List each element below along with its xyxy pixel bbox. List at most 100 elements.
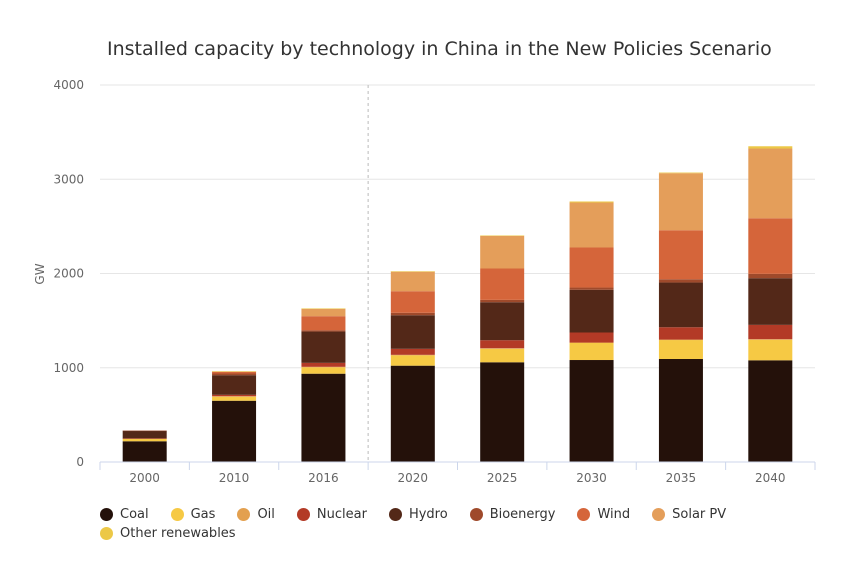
bar-segment-coal: [569, 360, 614, 462]
legend-item[interactable]: Bioenergy: [469, 505, 556, 524]
bar-segment-hydro: [212, 375, 257, 395]
legend-label: Hydro: [408, 507, 448, 522]
bar-segment-wind: [748, 218, 793, 274]
bar-segment-bioenergy: [122, 430, 167, 432]
bar-segment-oil: [301, 366, 346, 368]
bar-segment-hydro: [748, 278, 793, 325]
bar-segment-coal: [301, 373, 346, 462]
bar-segment-hydro: [569, 289, 614, 333]
bar-segment-wind: [212, 371, 257, 374]
bar-segment-bioenergy: [212, 373, 257, 376]
bar-segment-wind: [569, 247, 614, 288]
bar-segment-gas: [658, 340, 703, 359]
legend-label: Bioenergy: [489, 507, 556, 522]
legend-label: Wind: [597, 507, 631, 522]
x-tick-label: 2040: [755, 471, 786, 485]
bar-segment-other-renewables: [569, 201, 614, 203]
bar-segment-nuclear: [122, 438, 167, 439]
bar-segment-solar-pv: [748, 148, 793, 219]
bar-segment-bioenergy: [480, 299, 525, 303]
x-tick-label: 2016: [308, 471, 339, 485]
legend-marker-icon: [100, 508, 113, 521]
bar-segment-nuclear: [301, 362, 346, 367]
bar-segment-hydro: [480, 302, 525, 341]
x-tick-label: 2000: [129, 471, 160, 485]
bar-segment-coal: [122, 441, 167, 462]
legend-label: Nuclear: [316, 507, 367, 522]
legend-marker-icon: [652, 508, 666, 521]
legend-marker-icon: [170, 508, 184, 521]
x-tick-label: 2020: [398, 471, 429, 485]
bar-segment-solar-pv: [390, 271, 435, 292]
y-tick-label: 4000: [53, 78, 84, 92]
bar-segment-solar-pv: [480, 235, 525, 269]
bar-segment-coal: [480, 362, 525, 462]
bar-segment-hydro: [390, 315, 435, 349]
bar-segment-gas: [748, 339, 793, 361]
chart-title: Installed capacity by technology in Chin…: [107, 38, 772, 60]
y-tick-label: 2000: [53, 267, 84, 281]
bar-segment-coal: [390, 365, 435, 462]
legend-item[interactable]: Gas: [170, 505, 215, 524]
legend-label: Other renewables: [120, 526, 236, 541]
bar-segment-nuclear: [748, 324, 793, 340]
bar-segment-hydro: [658, 282, 703, 328]
bar-segment-gas: [301, 367, 346, 374]
bar-segment-oil: [480, 348, 525, 349]
bar-segment-oil: [569, 342, 614, 343]
legend-item[interactable]: Oil: [237, 505, 275, 524]
legend-item[interactable]: Wind: [577, 505, 630, 524]
bar-segment-other-renewables: [212, 371, 257, 372]
bar-segment-solar-pv: [569, 202, 614, 248]
bar-segment-gas: [390, 355, 435, 366]
legend-label: Oil: [257, 507, 275, 522]
bar-segment-gas: [569, 342, 614, 361]
x-tick-label: 2025: [487, 471, 518, 485]
bar-segment-wind: [658, 230, 703, 280]
legend-marker-icon: [577, 508, 591, 521]
bar-segment-nuclear: [658, 327, 703, 340]
bar-segment-nuclear: [480, 340, 525, 349]
bar-segment-hydro: [301, 331, 346, 363]
bar-segment-gas: [480, 348, 525, 363]
y-axis-label: GW: [33, 263, 47, 284]
bar-segment-nuclear: [390, 348, 435, 355]
bar-segment-bioenergy: [748, 273, 793, 279]
legend-label: Solar PV: [672, 507, 727, 522]
legend-item[interactable]: Hydro: [388, 505, 448, 524]
legend-marker-icon: [296, 508, 310, 521]
bar-segment-solar-pv: [658, 173, 703, 231]
y-tick-label: 3000: [53, 172, 84, 186]
bar-segment-bioenergy: [301, 330, 346, 332]
legend-item[interactable]: Coal: [100, 505, 149, 524]
bar-segment-hydro: [122, 430, 167, 439]
bar-segment-gas: [122, 439, 167, 442]
bar-segment-other-renewables: [301, 308, 346, 309]
legend-marker-icon: [237, 508, 251, 521]
x-tick-label: 2035: [666, 471, 697, 485]
bar-segment-wind: [301, 316, 346, 331]
bar-segment-coal: [658, 358, 703, 462]
bar-segment-bioenergy: [569, 287, 614, 290]
bar-segment-wind: [480, 268, 525, 300]
bar-segment-coal: [212, 400, 257, 462]
bar-segment-nuclear: [212, 394, 257, 397]
legend-item[interactable]: Nuclear: [296, 505, 367, 524]
bar-segment-gas: [212, 396, 257, 401]
bar-segment-other-renewables: [748, 146, 793, 149]
legend-item[interactable]: Other renewables: [100, 524, 236, 543]
bar-segment-other-renewables: [480, 235, 525, 237]
legend-marker-icon: [388, 508, 402, 521]
bar-segment-oil: [748, 339, 793, 340]
legend-label: Coal: [120, 507, 149, 522]
legend-item[interactable]: Solar PV: [652, 505, 726, 524]
bar-segment-nuclear: [569, 332, 614, 343]
legend-marker-icon: [100, 527, 113, 540]
bar-segment-oil: [658, 339, 703, 341]
bar-segment-solar-pv: [301, 308, 346, 317]
bar-segment-oil: [212, 396, 257, 397]
bar-segment-bioenergy: [658, 279, 703, 283]
y-tick-label: 0: [76, 455, 84, 469]
